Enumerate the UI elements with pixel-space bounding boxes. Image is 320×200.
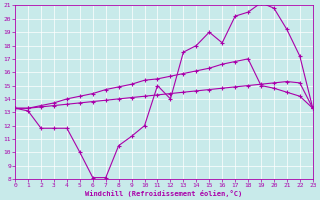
X-axis label: Windchill (Refroidissement éolien,°C): Windchill (Refroidissement éolien,°C)	[85, 190, 243, 197]
